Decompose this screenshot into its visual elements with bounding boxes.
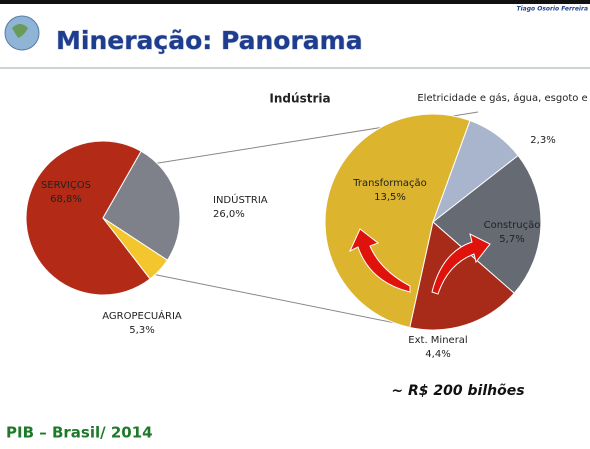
chart-title: Indústria: [269, 92, 330, 106]
top-bar: [0, 0, 590, 4]
slice-label: INDÚSTRIA: [213, 193, 268, 206]
slice-label: Ext. Mineral: [408, 335, 467, 346]
slice-value: 68,8%: [50, 194, 82, 205]
arrow: [348, 228, 411, 293]
slice-label: AGROPECUÁRIA: [102, 309, 182, 322]
pie-slice: [102, 150, 181, 261]
author: Tiago Osorio Ferreira: [517, 6, 588, 13]
pie-slice: [432, 154, 542, 294]
slice-value: 5,7%: [499, 234, 524, 245]
slice-value: 5,3%: [129, 325, 154, 336]
arrow: [431, 233, 491, 295]
slice-label: Eletricidade e gás, água, esgoto e limpe…: [417, 92, 590, 104]
footer: PIB – Brasil/ 2014: [6, 424, 153, 442]
label-line: Eletricidade e gás, água, esgoto e limpe…: [417, 92, 590, 104]
pie-slice: [102, 217, 169, 280]
slice-value: 4,4%: [425, 349, 450, 360]
annotation: ~ R$ 200 bilhões: [391, 383, 524, 399]
slice-label: Construção: [484, 220, 541, 231]
slice-value: 13,5%: [374, 192, 406, 203]
title: Mineração: Panorama: [56, 26, 363, 55]
pie-slice: [324, 113, 471, 329]
slice-value: 26,0%: [213, 209, 245, 220]
globe-land: [12, 24, 28, 38]
pie-slice: [409, 221, 515, 331]
slice-value: 2,3%: [530, 135, 555, 146]
slice-label: Transformação: [352, 178, 427, 189]
pie-slice: [25, 140, 151, 296]
connector: [151, 273, 431, 331]
slice-label: SERVIÇOS: [41, 180, 91, 191]
